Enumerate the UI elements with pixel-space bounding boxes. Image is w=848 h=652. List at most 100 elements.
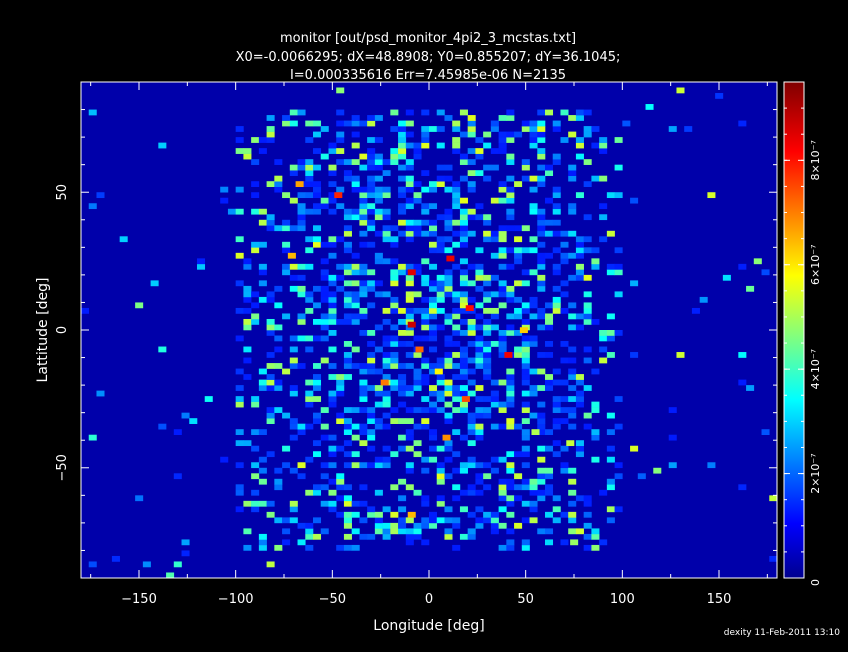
heatmap-cell [266,412,275,419]
heatmap-cell [359,533,368,540]
heatmap-hot-cell [465,305,474,312]
heatmap-cell [560,230,569,237]
heatmap-cell [668,126,677,132]
heatmap-cell [343,214,352,221]
heatmap-cell [591,456,600,463]
heatmap-cell [251,429,260,436]
heatmap-cell [398,131,407,138]
heatmap-cell [258,539,267,546]
heatmap-cell [537,352,546,358]
heatmap-cell [521,517,530,524]
heatmap-cell [622,120,631,127]
heatmap-cell [328,241,337,248]
heatmap-cell [382,528,391,535]
heatmap-cell [405,418,414,424]
heatmap-cell [467,208,476,215]
heatmap-cell [668,407,677,413]
heatmap-cell [197,258,206,265]
heatmap-cell [537,473,546,480]
heatmap-cell [398,434,407,441]
heatmap-cell [88,434,97,441]
heatmap-cell [436,517,445,524]
heatmap-cell [282,192,291,199]
heatmap-cell [359,429,368,436]
heatmap-cell [483,346,492,353]
heatmap-cell [606,445,615,452]
heatmap-cell [444,164,453,171]
heatmap-cell [343,500,352,507]
heatmap-cell [282,225,291,232]
heatmap-cell [289,109,298,116]
heatmap-cell [436,396,445,402]
heatmap-cell [444,506,453,513]
heatmap-cell [552,247,561,254]
heatmap-cell [421,407,430,413]
heatmap-cell [498,352,507,358]
heatmap-cell [490,423,499,430]
heatmap-cell [351,363,360,369]
heatmap-cell [336,263,345,270]
heatmap-cell [475,462,484,469]
heatmap-cell [514,258,523,265]
heatmap-cell [452,219,461,226]
heatmap-cell [521,164,530,171]
heatmap-cell [591,544,600,551]
heatmap-cell [436,142,445,149]
heatmap-cell [421,379,430,386]
heatmap-cell [498,225,507,232]
heatmap-cell [514,522,523,529]
heatmap-cell [421,131,430,138]
heatmap-cell [289,506,298,513]
heatmap-cell [459,274,468,281]
heatmap-cell [328,390,337,397]
heatmap-cell [405,159,414,165]
heatmap-cell [297,291,306,298]
heatmap-cell [289,434,298,441]
heatmap-cell [282,462,291,469]
heatmap-cell [475,352,484,358]
heatmap-cell [421,109,430,116]
heatmap-cell [568,115,577,121]
heatmap-cell [367,429,376,436]
heatmap-cell [606,192,615,199]
heatmap-cell [320,203,329,210]
heatmap-cell [367,192,376,199]
heatmap-cell [351,500,360,507]
heatmap-cell [289,357,298,364]
heatmap-cell [405,291,414,298]
heatmap-cell [405,467,414,474]
heatmap-cell [568,203,577,210]
heatmap-cell [320,241,329,248]
heatmap-cell [498,346,507,353]
heatmap-cell [529,390,538,397]
heatmap-cell [320,357,329,364]
heatmap-cell [506,374,515,380]
chart-title: monitor [out/psd_monitor_4pi2_3_mcstas.t… [280,31,576,46]
heatmap-cell [591,247,600,254]
heatmap-cell [313,396,322,402]
heatmap-cell [568,230,577,237]
heatmap-cell [467,368,476,375]
heatmap-cell [343,352,352,358]
heatmap-cell [506,390,515,397]
heatmap-cell [405,120,414,127]
heatmap-cell [328,181,337,188]
heatmap-cell [668,434,677,441]
heatmap-cell [606,484,615,491]
heatmap-cell [297,318,306,325]
heatmap-cell [575,396,584,402]
y-tick-label: 0 [55,326,70,334]
heatmap-cell [521,429,530,436]
heatmap-cell [429,203,438,210]
heatmap-cell [235,401,244,408]
heatmap-cell [343,296,352,303]
heatmap-cell [498,489,507,496]
heatmap-cell [266,219,275,226]
heatmap-cell [575,324,584,331]
heatmap-cell [506,368,515,375]
heatmap-cell [429,429,438,436]
heatmap-cell [514,181,523,188]
heatmap-cell [506,418,515,424]
heatmap-cell [243,318,252,325]
heatmap-cell [606,313,615,320]
